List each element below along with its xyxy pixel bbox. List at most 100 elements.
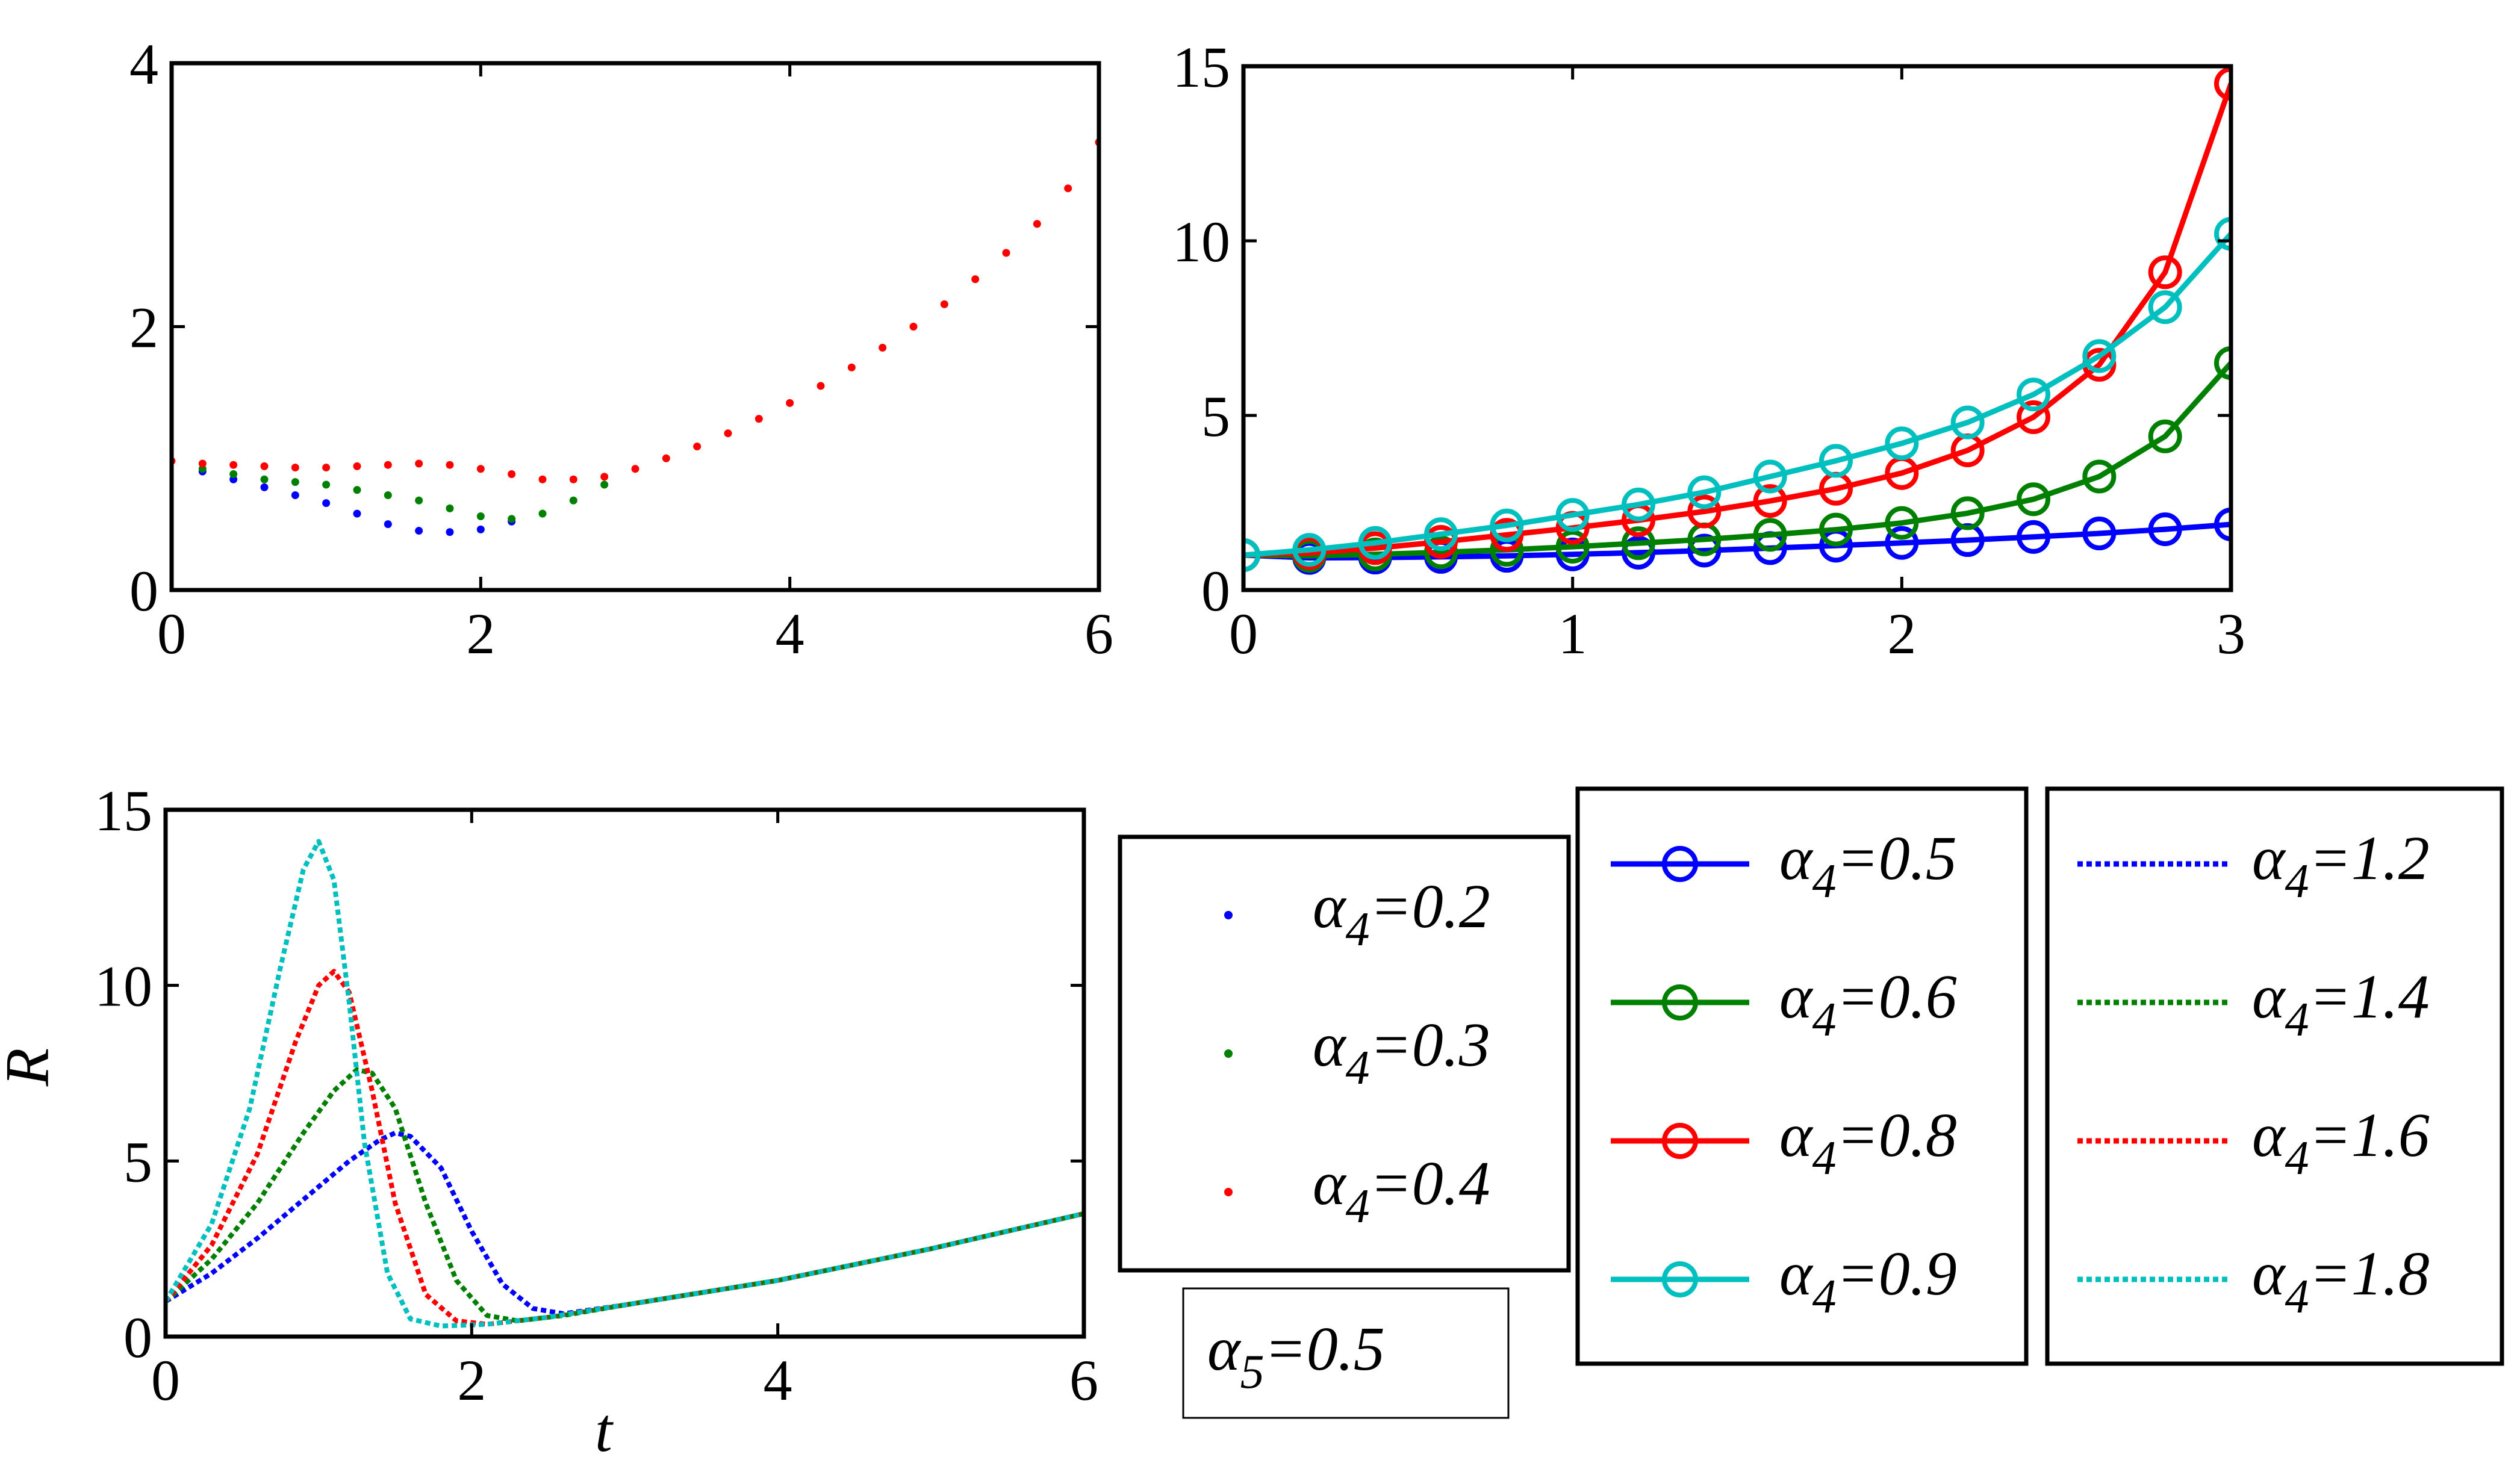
legend-label-0: α4=0.5 (1779, 824, 1957, 908)
data-marker-3-0 (1243, 538, 1260, 572)
param-label: α5=0.5 (1207, 1314, 1385, 1399)
data-point-2-21 (817, 382, 825, 390)
x-tick-label-0: 0 (157, 601, 186, 666)
y-tick-label-1: 5 (1201, 384, 1230, 449)
data-point-0-6 (384, 520, 392, 529)
data-point-0-7 (415, 527, 423, 535)
data-point-2-26 (971, 275, 980, 284)
data-point-0-3 (291, 491, 299, 499)
x-tick-label-3: 3 (2217, 601, 2245, 666)
data-point-2-6 (353, 462, 361, 470)
legend-box (1118, 834, 1571, 1273)
data-marker-1-13 (2082, 459, 2117, 494)
x-tick-label-2: 4 (764, 1348, 792, 1412)
data-point-2-3 (260, 462, 269, 470)
data-marker-1-8 (1753, 518, 1787, 552)
legend-marker-1 (1662, 984, 1698, 1020)
data-point-1-5 (353, 486, 361, 494)
y-tick-label-0: 0 (123, 1305, 152, 1370)
y-axis-label: R (0, 1048, 62, 1087)
legend-entry-0: α4=0.5 (1611, 824, 1957, 908)
data-marker-2-4 (1490, 518, 1524, 552)
data-marker-3-5 (1555, 498, 1590, 532)
axes-frame (169, 61, 1101, 592)
x-tick-label-1: 1 (1558, 601, 1587, 666)
legend-box (1575, 786, 2029, 1366)
data-marker-1-11 (1950, 496, 1985, 530)
data-marker-3-4 (1490, 508, 1524, 542)
legend-marker-2 (1224, 1188, 1233, 1196)
data-marker-1-9 (1819, 512, 1853, 547)
data-point-2-17 (693, 443, 702, 451)
data-point-1-11 (538, 509, 547, 518)
data-point-1-9 (476, 512, 485, 520)
data-point-0-5 (353, 509, 361, 518)
x-tick-label-0: 0 (1229, 601, 1258, 666)
series-line-1 (1243, 361, 2231, 559)
data-point-2-14 (600, 473, 609, 481)
legend-marker-0 (1662, 846, 1698, 882)
data-point-2-8 (415, 459, 423, 468)
data-point-1-10 (508, 515, 516, 523)
data-marker-3-1 (1292, 533, 1327, 567)
series-line-3 (1243, 232, 2231, 558)
data-point-2-2 (229, 461, 238, 469)
series-group (172, 138, 1099, 536)
chart-bottom-left: 0 2 4 6 0 5 10 15 t R (0, 778, 1098, 1460)
param-box-frame (1182, 1287, 1510, 1419)
data-marker-3-15 (2214, 217, 2231, 251)
data-point-2-10 (476, 465, 485, 473)
y-tick-label-3: 15 (95, 778, 152, 843)
data-marker-0-14 (2148, 512, 2182, 547)
y-tick-label-2: 10 (1172, 210, 1230, 274)
data-marker-3-13 (2082, 339, 2117, 373)
y-tick-label-0: 0 (129, 559, 158, 623)
x-tick-label-3: 6 (1069, 1348, 1098, 1412)
series-line-2 (1243, 82, 2231, 558)
data-marker-0-10 (1885, 526, 1919, 560)
data-marker-1-10 (1885, 506, 1919, 540)
data-point-0-2 (260, 483, 269, 491)
data-point-2-15 (631, 465, 639, 473)
series-line-2 (166, 969, 1084, 1327)
data-point-2-22 (847, 363, 856, 371)
series-group (1243, 67, 2231, 575)
data-marker-0-13 (2082, 517, 2117, 551)
data-marker-1-14 (2148, 419, 2182, 453)
data-point-2-23 (879, 344, 887, 352)
y-tick-label-1: 5 (123, 1129, 152, 1194)
x-axis-label: t (595, 1396, 614, 1460)
data-point-2-12 (538, 475, 547, 483)
data-point-1-13 (600, 480, 609, 489)
data-marker-3-6 (1622, 487, 1655, 521)
data-marker-3-9 (1819, 444, 1853, 478)
data-marker-1-3 (1424, 535, 1458, 570)
legend-label-3: α4=1.8 (2252, 1239, 2430, 1323)
legend-scatter: α4=0.2 α4=0.3 α4=0.4 (1118, 834, 1571, 1273)
data-marker-2-8 (1753, 484, 1787, 518)
data-point-2-5 (322, 464, 331, 472)
data-point-2-7 (384, 461, 392, 469)
data-marker-1-15 (2214, 346, 2231, 380)
y-tick-label-1: 2 (129, 296, 158, 360)
plot-area: 0 2 4 6 0 2 4 0 1 2 3 0 5 10 15 0 2 4 6 0 5 10 15 t R (0, 32, 2245, 1460)
chart-top-right: 0 1 2 3 0 5 10 15 (1172, 35, 2245, 666)
data-point-2-28 (1033, 220, 1041, 228)
legend-entry-1: α4=1.4 (2077, 962, 2430, 1046)
legend-label-1: α4=1.4 (2252, 962, 2430, 1046)
y-tick-label-0: 0 (1201, 559, 1230, 623)
data-point-0-9 (476, 525, 485, 533)
data-point-1-12 (569, 496, 577, 505)
x-tick-label-1: 2 (466, 601, 495, 666)
data-marker-2-15 (2214, 67, 2231, 101)
series-line-1 (166, 1067, 1084, 1323)
data-point-2-16 (662, 454, 670, 462)
legend-entry-2: α4=0.8 (1611, 1101, 1957, 1185)
chart-top-left: 0 2 4 6 0 2 4 (129, 32, 1113, 666)
data-marker-3-11 (1950, 405, 1985, 440)
series-line-3 (166, 839, 1084, 1329)
data-point-0-8 (446, 528, 454, 536)
legend-label-2: α4=0.4 (1313, 1149, 1490, 1233)
data-marker-3-14 (2148, 290, 2182, 325)
x-tick-label-2: 2 (1887, 601, 1916, 666)
